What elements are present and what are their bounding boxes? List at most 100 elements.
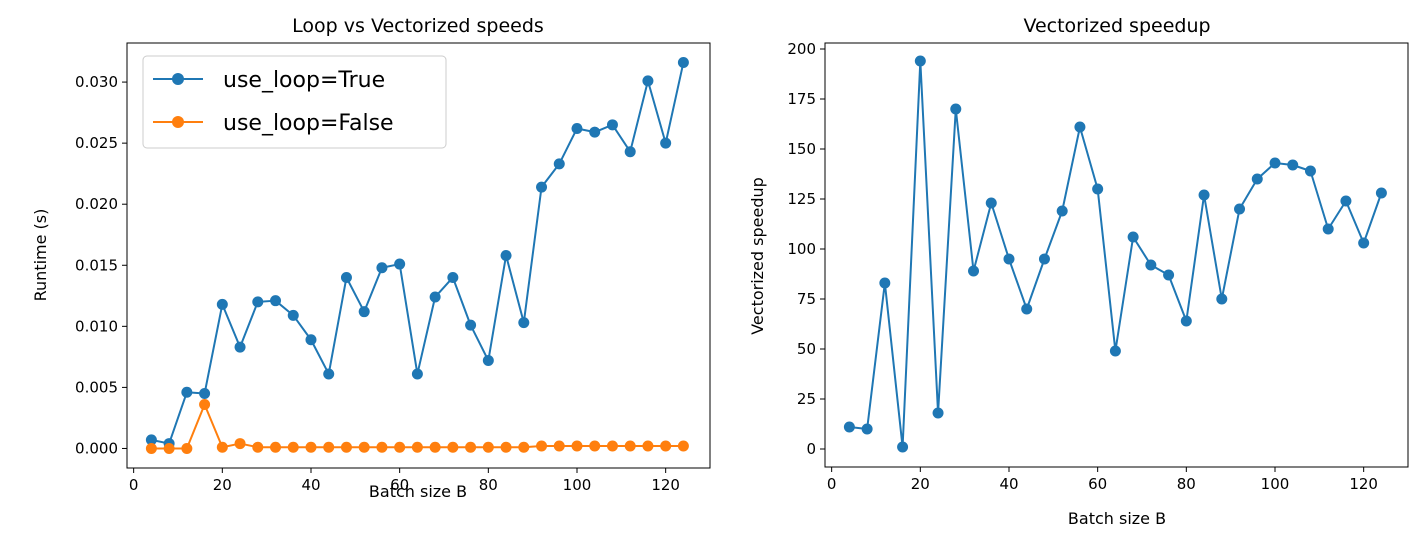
data-point bbox=[642, 440, 654, 452]
data-point bbox=[394, 258, 406, 270]
data-point bbox=[358, 441, 370, 453]
data-point bbox=[571, 122, 583, 134]
x-tick-label: 60 bbox=[390, 476, 409, 494]
data-point bbox=[145, 434, 157, 446]
data-point bbox=[1198, 189, 1210, 201]
data-point bbox=[950, 103, 962, 115]
y-tick-label: 175 bbox=[787, 90, 816, 108]
y-tick-label: 0.030 bbox=[75, 73, 118, 91]
y-tick-label: 200 bbox=[787, 40, 816, 58]
y-tick-label: 25 bbox=[797, 390, 816, 408]
data-point bbox=[163, 442, 175, 454]
data-point bbox=[447, 271, 459, 283]
data-point bbox=[252, 296, 264, 308]
series-line bbox=[145, 398, 689, 454]
data-point bbox=[536, 181, 548, 193]
y-tick-label: 100 bbox=[787, 240, 816, 258]
data-point bbox=[1269, 157, 1281, 169]
data-point bbox=[1304, 165, 1316, 177]
data-point bbox=[305, 334, 317, 346]
data-point bbox=[1074, 121, 1086, 133]
x-axis-label: Batch size B bbox=[1068, 509, 1166, 528]
data-point bbox=[500, 250, 512, 261]
data-point bbox=[181, 442, 193, 454]
speedup-chart: Vectorized speedup Batch size B Vectoriz… bbox=[748, 15, 1409, 528]
data-point bbox=[1092, 183, 1104, 195]
data-point bbox=[1322, 223, 1334, 235]
data-point bbox=[1003, 253, 1015, 265]
data-point bbox=[447, 441, 459, 453]
series-path bbox=[849, 60, 1383, 448]
legend: use_loop=True use_loop=False bbox=[142, 55, 447, 149]
x-tick-label: 100 bbox=[1261, 475, 1290, 493]
data-point bbox=[1180, 315, 1192, 327]
data-point bbox=[340, 441, 352, 453]
data-point bbox=[181, 386, 193, 398]
y-tick-label: 125 bbox=[787, 190, 816, 208]
x-tick-label: 80 bbox=[479, 476, 498, 494]
data-point bbox=[234, 341, 246, 353]
y-tick-label: 0.015 bbox=[75, 256, 118, 274]
x-axis-label: Batch size B bbox=[369, 482, 467, 501]
x-tick-label: 100 bbox=[563, 476, 592, 494]
data-point bbox=[1251, 173, 1263, 185]
data-point bbox=[985, 197, 997, 209]
data-point bbox=[340, 271, 352, 283]
data-point bbox=[252, 441, 264, 453]
data-point bbox=[642, 75, 654, 87]
data-point bbox=[323, 441, 335, 453]
data-point bbox=[1145, 259, 1157, 271]
legend-label: use_loop=False bbox=[223, 111, 394, 136]
data-point bbox=[305, 441, 317, 453]
data-point bbox=[932, 407, 944, 419]
data-point bbox=[553, 440, 565, 452]
y-tick-label: 0.000 bbox=[75, 439, 118, 457]
chart-title: Loop vs Vectorized speeds bbox=[292, 15, 544, 37]
data-point bbox=[287, 309, 299, 321]
data-point bbox=[518, 441, 530, 453]
data-point bbox=[287, 441, 299, 453]
x-tick-label: 0 bbox=[827, 475, 837, 493]
data-point bbox=[429, 441, 441, 453]
data-point bbox=[1056, 205, 1068, 217]
data-point bbox=[482, 355, 494, 367]
y-axis-label: Runtime (s) bbox=[31, 209, 50, 302]
x-tick-label: 120 bbox=[651, 476, 680, 494]
series-line bbox=[145, 57, 689, 450]
data-point bbox=[270, 441, 282, 453]
x-tick-label: 80 bbox=[1177, 475, 1196, 493]
y-tick-label: 0.020 bbox=[75, 195, 118, 213]
series-line bbox=[843, 55, 1387, 453]
data-point bbox=[843, 421, 855, 433]
data-point bbox=[606, 440, 618, 452]
y-tick-label: 0.025 bbox=[75, 134, 118, 152]
data-point bbox=[1038, 253, 1050, 265]
legend-marker bbox=[172, 116, 184, 128]
data-point bbox=[323, 368, 335, 380]
data-point bbox=[270, 295, 282, 307]
x-tick-label: 40 bbox=[301, 476, 320, 494]
x-tick-label: 20 bbox=[213, 476, 232, 494]
data-point bbox=[376, 262, 388, 274]
data-point bbox=[861, 423, 873, 435]
data-point bbox=[1109, 345, 1121, 357]
data-point bbox=[677, 57, 689, 69]
legend-marker bbox=[172, 73, 184, 85]
data-point bbox=[145, 442, 157, 454]
data-point bbox=[897, 441, 909, 453]
y-tick-label: 0.005 bbox=[75, 378, 118, 396]
plot-area bbox=[126, 42, 711, 469]
legend-box bbox=[142, 55, 447, 149]
data-point bbox=[411, 368, 423, 380]
data-point bbox=[1375, 187, 1387, 199]
data-point bbox=[677, 440, 689, 452]
data-point bbox=[968, 265, 980, 277]
data-point bbox=[1127, 231, 1139, 243]
data-point bbox=[199, 388, 211, 400]
data-point bbox=[1234, 203, 1246, 215]
data-point bbox=[199, 398, 211, 410]
data-point bbox=[914, 55, 926, 67]
data-point bbox=[358, 306, 370, 318]
y-axis-label: Vectorized speedup bbox=[748, 177, 767, 335]
